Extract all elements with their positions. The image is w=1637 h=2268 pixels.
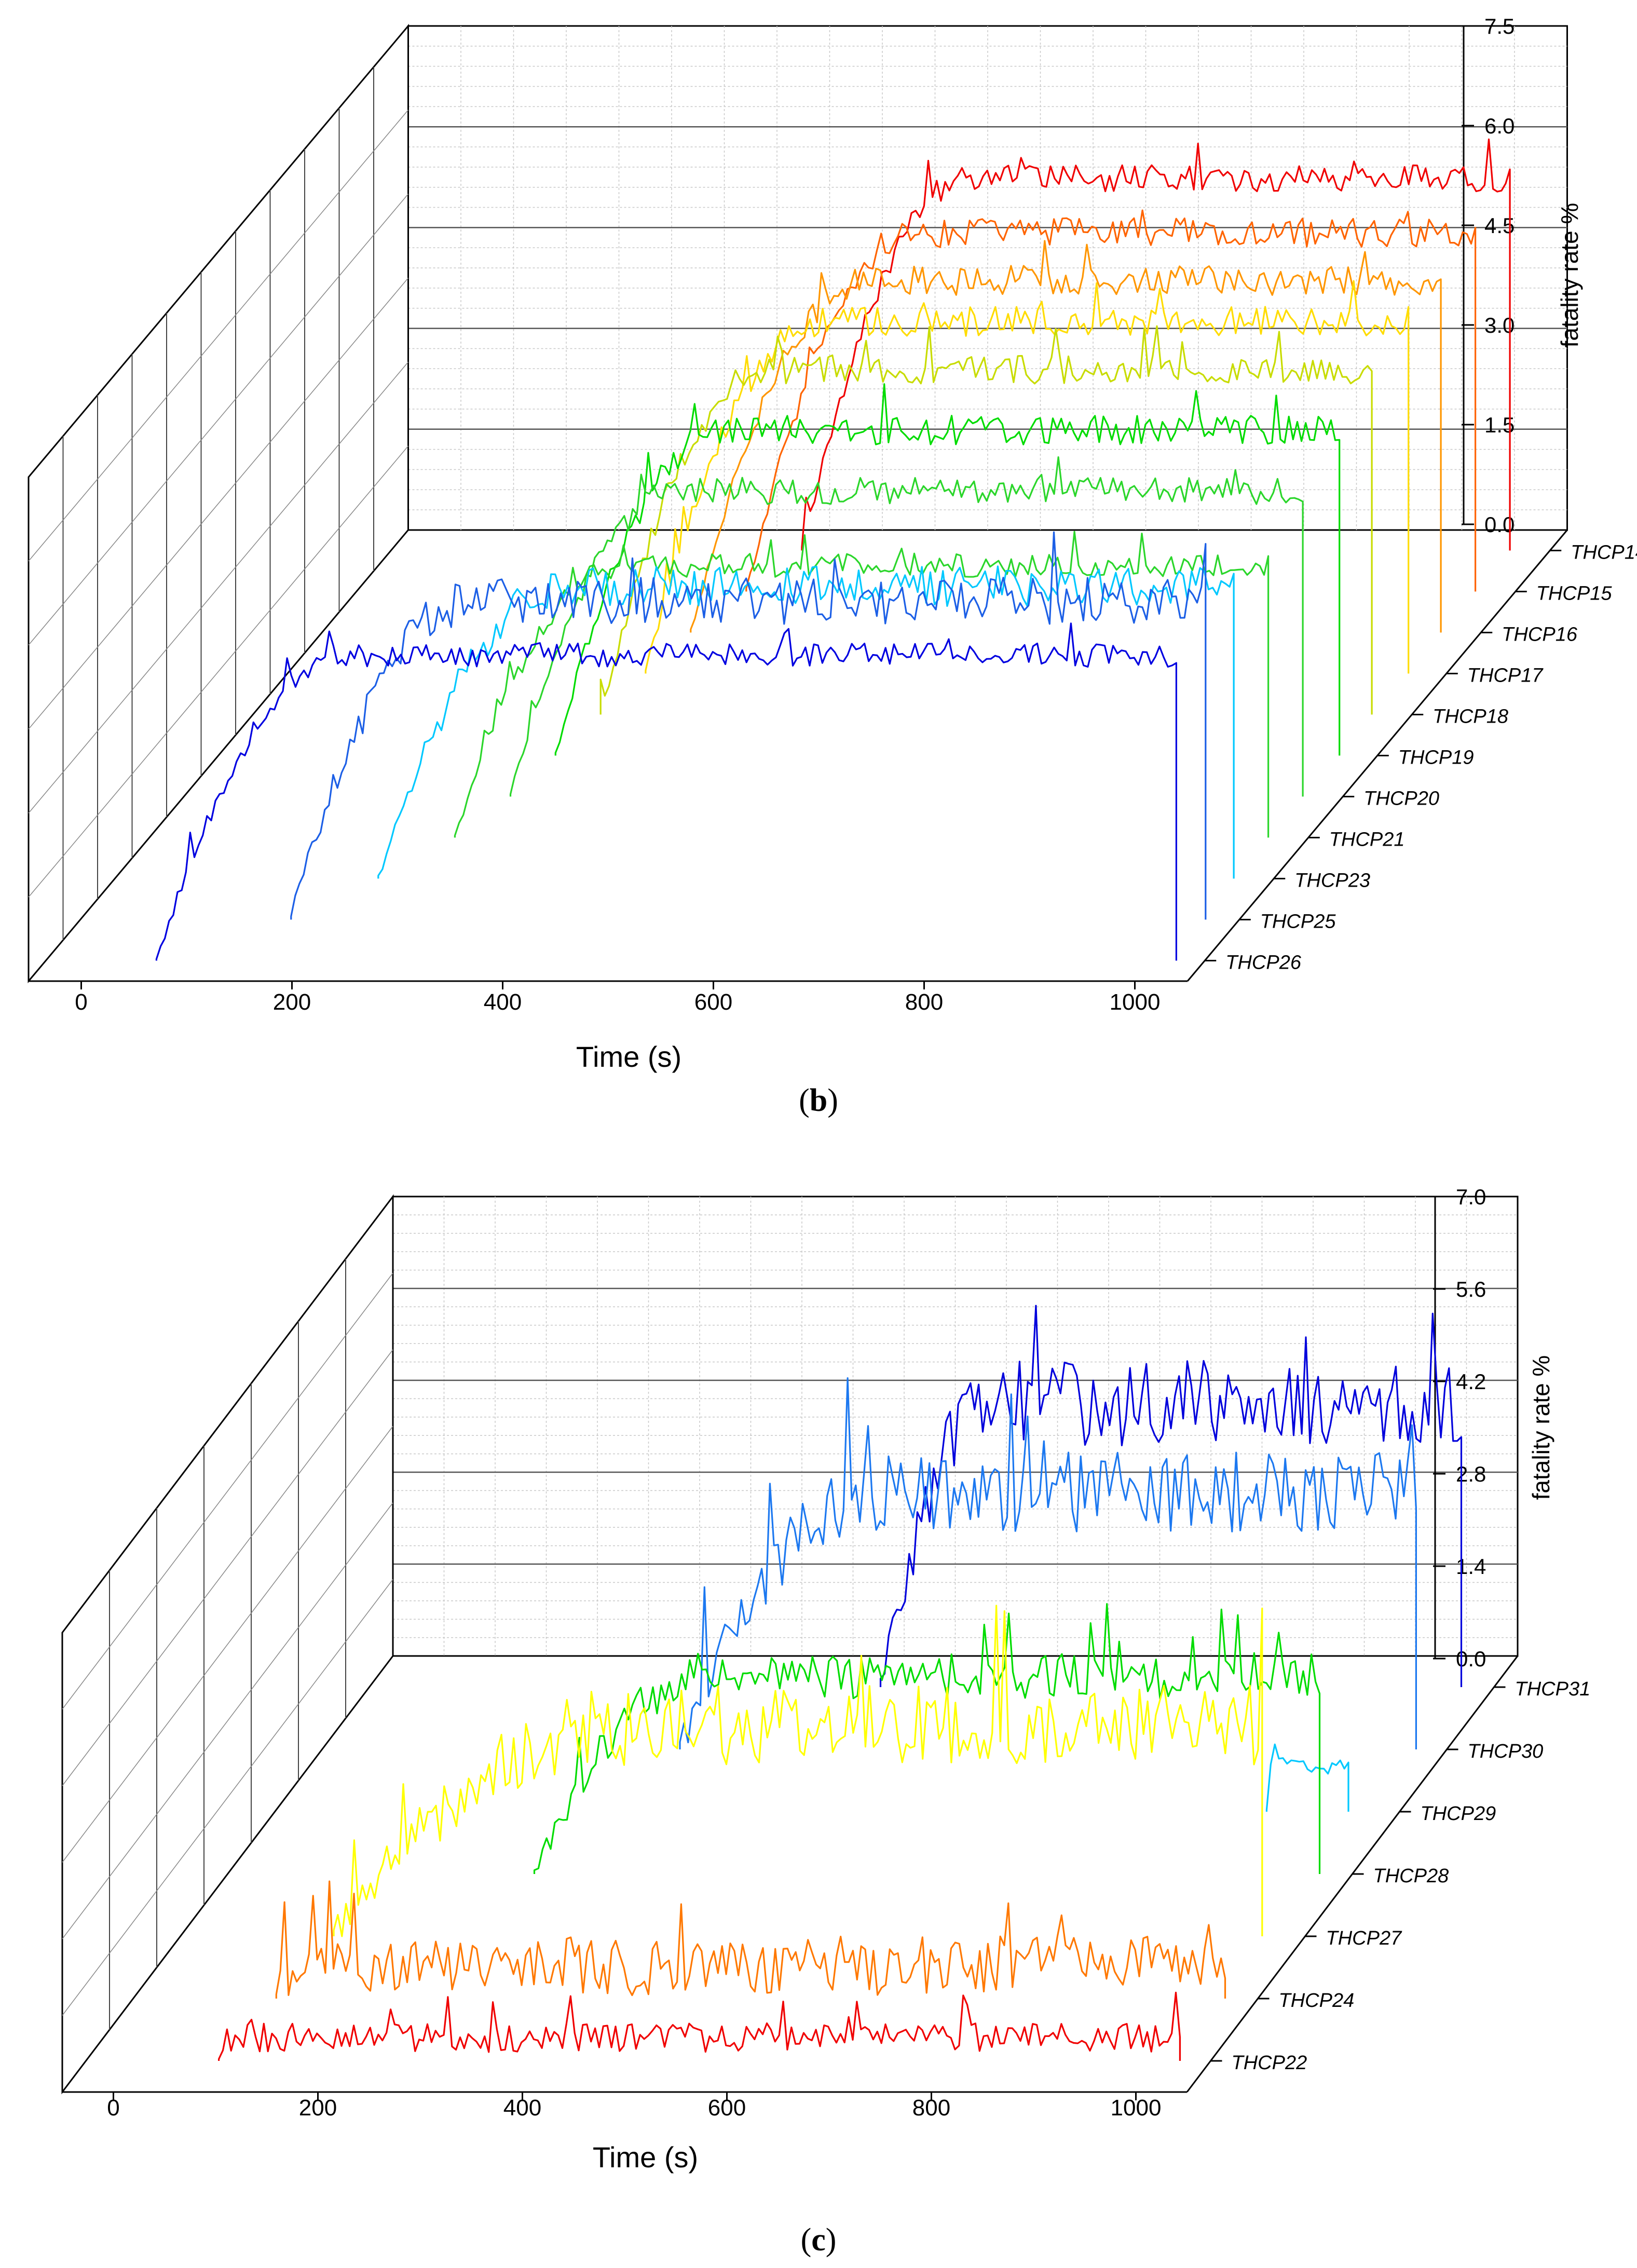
series-label-THCP25: THCP25 <box>1260 911 1336 933</box>
left-wall-gridline-h <box>62 1426 393 1863</box>
series-line-THCP31 <box>879 1305 1463 1687</box>
series-label-THCP21: THCP21 <box>1329 829 1405 851</box>
series-label-THCP22: THCP22 <box>1232 2052 1307 2074</box>
x-axis-label: Time (s) <box>576 1040 681 1073</box>
left-wall-gridline-h <box>28 278 409 729</box>
left-wall-gridline-h <box>62 1349 393 1786</box>
z-axis-label: fatality rate % <box>1527 1355 1554 1500</box>
x-tick-label: 200 <box>273 989 311 1015</box>
series-label-THCP23: THCP23 <box>1294 870 1370 892</box>
series-line-THCP26 <box>155 622 1177 961</box>
series-label-THCP20: THCP20 <box>1363 788 1439 810</box>
series-line-THCP15 <box>745 209 1477 592</box>
series-label-THCP28: THCP28 <box>1373 1865 1449 1887</box>
series-label-THCP19: THCP19 <box>1398 747 1474 769</box>
left-wall-gridline-h <box>62 1273 393 1709</box>
series-line-THCP28 <box>533 1603 1321 1874</box>
series-label-THCP16: THCP16 <box>1502 624 1578 646</box>
x-tick-label: 800 <box>912 2095 950 2121</box>
x-tick-label: 0 <box>75 989 87 1015</box>
series-label-THCP17: THCP17 <box>1467 665 1544 687</box>
series-label-THCP29: THCP29 <box>1421 1803 1496 1825</box>
series-line-THCP18 <box>599 325 1373 715</box>
series-line-THCP27 <box>333 1605 1263 1937</box>
x-tick-label: 600 <box>694 989 732 1015</box>
z-tick-label: 2.8 <box>1456 1462 1486 1486</box>
x-tick-label: 600 <box>708 2095 746 2121</box>
z-tick-label: 4.2 <box>1456 1369 1486 1394</box>
x-tick-label: 400 <box>503 2095 541 2121</box>
series-line-THCP30 <box>679 1377 1417 1749</box>
z-tick-label: 0.0 <box>1456 1647 1486 1671</box>
series-label-THCP24: THCP24 <box>1279 1990 1355 2012</box>
series-line-THCP29 <box>1265 1743 1349 1812</box>
caption-b: (b) <box>799 1083 838 1118</box>
series-label-THCP18: THCP18 <box>1433 706 1508 728</box>
x-axis-label: Time (s) <box>593 2141 698 2174</box>
series-label-THCP26: THCP26 <box>1225 952 1302 974</box>
caption-c: (c) <box>800 2222 837 2258</box>
left-wall-gridline-h <box>28 110 409 562</box>
series-line-THCP25 <box>290 531 1207 920</box>
x-tick-label: 1000 <box>1110 989 1161 1015</box>
x-tick-label: 800 <box>905 989 943 1015</box>
series-line-THCP22 <box>218 1991 1181 2061</box>
x-tick-label: 1000 <box>1111 2095 1162 2121</box>
z-axis-label: fatality rate % <box>1556 203 1583 348</box>
x-tick-label: 0 <box>107 2095 119 2121</box>
series-line-THCP24 <box>275 1880 1226 1999</box>
series-line-THCP19 <box>554 383 1341 756</box>
left-wall-gridline-h <box>62 1502 393 1939</box>
series-line-THCP14 <box>801 138 1511 551</box>
x-tick-label: 200 <box>299 2095 337 2121</box>
series-line-THCP23 <box>377 565 1235 879</box>
z-tick-label: 1.4 <box>1456 1554 1486 1579</box>
series-line-THCP21 <box>454 531 1270 838</box>
left-wall <box>28 23 409 984</box>
left-wall-gridline-h <box>28 361 409 813</box>
z-tick-label: 5.6 <box>1456 1277 1486 1301</box>
z-tick-label: 6.0 <box>1484 114 1515 138</box>
series-label-THCP31: THCP31 <box>1515 1678 1591 1700</box>
back-wall-grid <box>407 25 1568 531</box>
series-line-THCP17 <box>645 280 1410 674</box>
series-label-THCP14: THCP14 <box>1571 542 1637 564</box>
series-line-THCP20 <box>509 456 1304 797</box>
series-label-THCP15: THCP15 <box>1536 583 1613 605</box>
left-wall-gridline-h <box>28 445 409 898</box>
back-wall-grid <box>392 1196 1519 1657</box>
series-line-THCP16 <box>690 240 1442 633</box>
x-tick-label: 400 <box>484 989 522 1015</box>
chart-panel-c: 0 200 400 600 800 1000 Time (s) 0.0 1.4 2.8 4.2 5.6… <box>61 1185 1591 2174</box>
left-wall <box>61 1194 394 2095</box>
z-tick-label: 7.5 <box>1484 14 1515 38</box>
z-tick-label: 7.0 <box>1456 1185 1486 1209</box>
series-label-THCP30: THCP30 <box>1468 1741 1544 1762</box>
series-label-THCP27: THCP27 <box>1326 1927 1403 1949</box>
left-wall-gridline-h <box>62 1579 393 2016</box>
left-wall-gridline-h <box>28 194 409 646</box>
